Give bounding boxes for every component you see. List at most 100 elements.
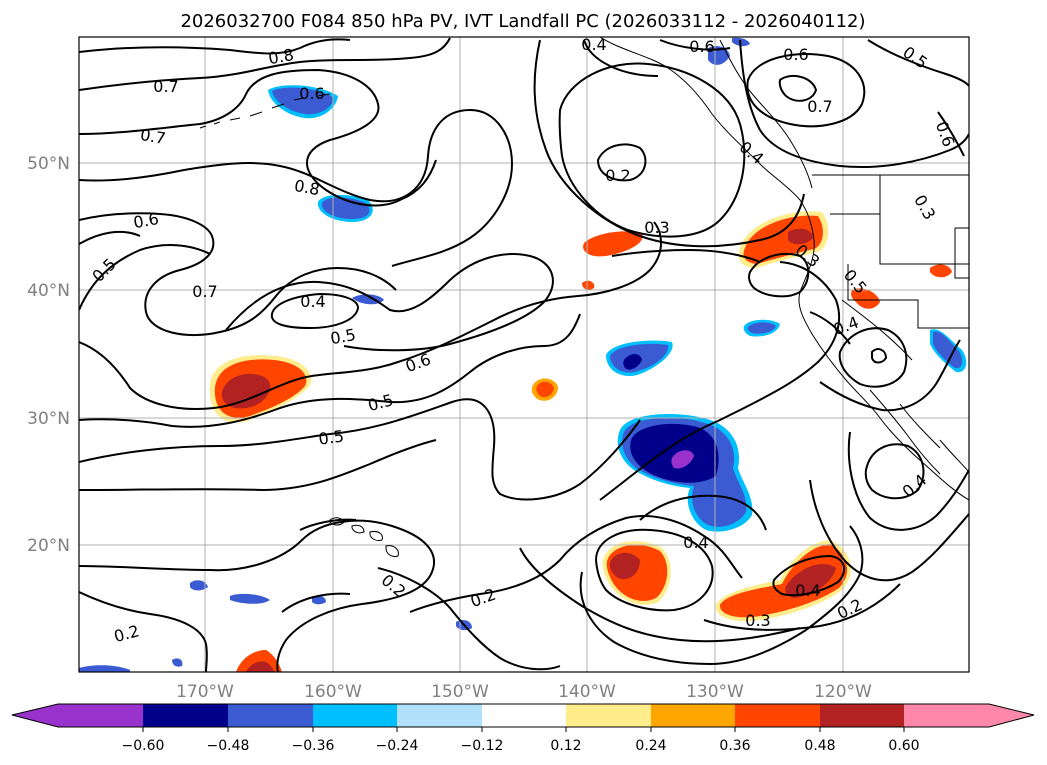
pv-contour — [281, 592, 351, 613]
contour-label: 0.5 — [366, 390, 396, 415]
negative-anomaly-11 — [230, 593, 270, 604]
pv-contour — [79, 212, 397, 336]
positive-anomaly-9-core — [785, 564, 836, 598]
negative-anomaly-5 — [352, 294, 384, 305]
pv-contour — [79, 38, 351, 55]
contour-label: 0.3 — [745, 611, 770, 630]
aleutian-chain — [199, 93, 331, 129]
contour-label: 0.3 — [910, 191, 939, 223]
lat-label-50n: 50°N — [27, 154, 70, 174]
contour-label: 0.8 — [267, 45, 295, 68]
lat-label-40n: 40°N — [27, 281, 70, 301]
pv-contour — [847, 431, 969, 531]
contour-label: 0.2 — [605, 166, 630, 185]
negative-anomaly-1-peak — [671, 450, 694, 469]
plot-frame — [78, 36, 970, 673]
negative-anomaly-8 — [708, 46, 730, 65]
pv-contour — [595, 528, 714, 612]
pv-contour — [519, 547, 801, 643]
baja-coast — [869, 389, 941, 475]
positive-anomaly-2 — [583, 231, 643, 257]
positive-anomaly-5-core — [788, 228, 813, 245]
colorbar-ticks — [142, 727, 905, 732]
longitude-labels: 170°W 160°W 150°W 140°W 130°W 120°W — [176, 682, 872, 702]
contour-label: 0.4 — [795, 581, 820, 600]
positive-anomaly-9-inner — [719, 544, 848, 618]
pv-contour — [703, 583, 901, 631]
lon-label-130w: 130°W — [686, 682, 744, 702]
pv-contour — [79, 109, 513, 267]
contour-label: 0.2 — [834, 595, 865, 623]
contour-label: 0.2 — [468, 585, 498, 612]
canada-coast — [719, 39, 813, 189]
contour-label: 0.6 — [403, 350, 433, 377]
colorbar-segment — [58, 704, 143, 727]
colorbar-segment — [566, 704, 651, 727]
pv-contour — [739, 39, 969, 169]
alaska-coast — [599, 37, 969, 501]
coastlines — [199, 37, 969, 557]
contour-label: 0.7 — [139, 125, 167, 148]
negative-anomaly-7-inner — [933, 331, 963, 369]
pv-contour — [778, 74, 817, 102]
colorbar-under-arrow — [12, 704, 58, 727]
colorbar-tick-label: 0.60 — [888, 738, 919, 754]
shaded-pv-field — [79, 37, 967, 672]
pv-contour — [79, 69, 437, 207]
contour-label: 0.4 — [736, 137, 768, 168]
colorbar-tick-label: 0.12 — [550, 738, 581, 754]
colorbar-tick-label: −0.12 — [461, 738, 504, 754]
pv-contour — [79, 439, 437, 491]
colorbar-tick-label: −0.60 — [122, 738, 165, 754]
colorbar-tick-label: 0.48 — [804, 738, 835, 754]
contour-label: 0.8 — [293, 176, 321, 199]
pv-contours — [79, 37, 969, 672]
pv-contour — [299, 518, 357, 531]
lon-label-150w: 150°W — [431, 682, 489, 702]
lat-label-20n: 20°N — [27, 536, 70, 556]
pv-contour — [583, 39, 659, 77]
negative-anomaly-4-inner — [272, 87, 334, 115]
pv-contour — [864, 443, 925, 500]
mexico-coast — [939, 439, 969, 473]
contour-label: 0.6 — [689, 37, 714, 56]
colorbar-segment — [397, 704, 482, 727]
colorbar-segment — [651, 704, 735, 727]
positive-anomaly-7 — [930, 264, 952, 278]
negative-anomaly-12 — [312, 595, 326, 605]
negative-anomaly-1-core — [630, 423, 719, 483]
contour-label: 0.6 — [132, 209, 160, 232]
pv-contour — [809, 479, 969, 582]
colorbar-segment — [820, 704, 904, 727]
pv-contour — [611, 249, 761, 263]
colorbar-segment — [228, 704, 313, 727]
pv-contour — [819, 339, 961, 412]
pv-contour — [79, 313, 581, 428]
map-title: 2026032700 F084 850 hPa PV, IVT Landfall… — [180, 11, 865, 32]
contour-label: 0.5 — [317, 426, 345, 448]
negative-anomaly-15 — [79, 665, 130, 672]
negative-anomaly-14 — [172, 658, 183, 667]
colorbar: −0.60 −0.48 −0.36 −0.24 −0.12 0.12 0.24 … — [11, 703, 1035, 754]
positive-anomaly-5-inner — [743, 215, 823, 264]
negative-anomaly-10 — [190, 580, 208, 591]
pv-contour — [79, 221, 662, 410]
lon-label-160w: 160°W — [304, 682, 362, 702]
negative-anomaly-6-inner — [747, 322, 776, 334]
latitude-labels: 50°N 40°N 30°N 20°N — [27, 154, 70, 556]
contour-label: 0.4 — [581, 35, 606, 54]
colorbar-tick-label: 0.36 — [719, 738, 750, 754]
pv-contour — [79, 37, 451, 91]
contour-label: 0.7 — [192, 282, 217, 301]
pv-contour — [871, 348, 887, 364]
colorbar-tick-label: −0.36 — [292, 738, 335, 754]
colorbar-segment — [482, 704, 566, 727]
pv-contour — [79, 519, 435, 672]
pv-contour — [867, 39, 969, 87]
colorbar-segment — [735, 704, 820, 727]
lon-label-120w: 120°W — [814, 682, 872, 702]
negative-anomaly-2-core — [623, 354, 642, 370]
hawaii-islands — [329, 517, 399, 557]
pv-contour — [639, 494, 767, 531]
